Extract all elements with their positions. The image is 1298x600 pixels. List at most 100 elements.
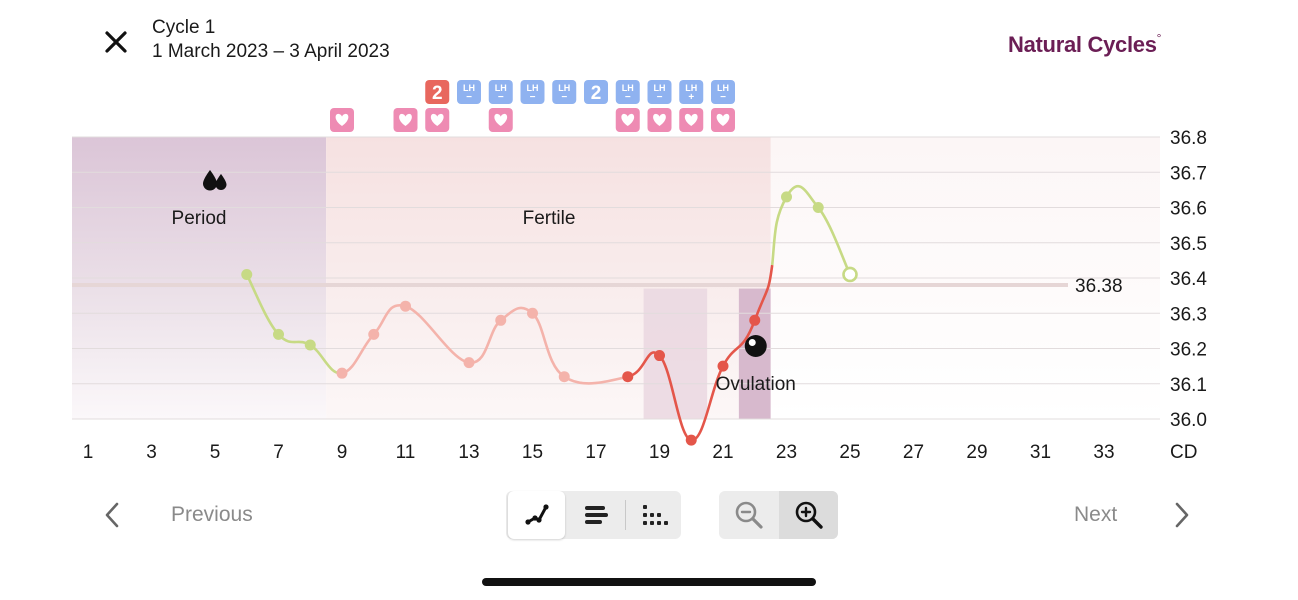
- dot-view-button[interactable]: [626, 491, 681, 539]
- x-tick-label: 33: [1093, 442, 1114, 463]
- chevron-right-icon: [1175, 502, 1189, 528]
- intercourse-heart-badge: [615, 108, 640, 132]
- temperature-point: [654, 350, 665, 362]
- lh-text: LH: [495, 83, 507, 93]
- x-tick-label: 11: [396, 442, 416, 463]
- lh-text: LH: [685, 83, 697, 93]
- egg-highlight: [748, 339, 756, 346]
- lh-sign: −: [657, 92, 663, 103]
- temperature-point: [685, 434, 697, 446]
- heart-icon: [494, 113, 508, 126]
- temperature-point: [842, 266, 858, 283]
- zoom-out-button[interactable]: [719, 491, 778, 539]
- temperature-point: [749, 314, 761, 326]
- lh-badge-bg: [552, 80, 577, 104]
- chevron-left-icon: [105, 502, 119, 528]
- temperature-point: [812, 202, 824, 213]
- cover-line-value: 36.38: [1075, 276, 1123, 297]
- heart-icon: [399, 113, 412, 126]
- bar-list-icon: [585, 506, 608, 524]
- heart-icon: [335, 113, 349, 126]
- y-tick-label: 36.1: [1170, 375, 1207, 396]
- close-x-icon: [105, 31, 127, 53]
- x-tick-label: 9: [337, 442, 348, 463]
- previous-button[interactable]: [100, 500, 124, 530]
- home-indicator[interactable]: [482, 578, 816, 586]
- temperature-line-segment: [753, 264, 774, 321]
- lh-badge-bg: [679, 80, 704, 104]
- lh-test-badge: LH+: [679, 80, 704, 104]
- intercourse-heart-badge: [393, 108, 418, 132]
- dot-grid-icon: [642, 505, 668, 525]
- heart-icon: [653, 113, 666, 126]
- temperature-point: [336, 367, 348, 379]
- lh-badge-bg: [488, 80, 513, 104]
- intercourse-heart-badge: [330, 108, 354, 132]
- x-tick-label: 1: [83, 442, 94, 463]
- count-text: 2: [591, 83, 602, 104]
- ovulation-label: Ovulation: [716, 374, 796, 395]
- y-tick-label: 36.0: [1170, 410, 1207, 431]
- temperature-point: [717, 360, 729, 372]
- x-tick-label: 23: [776, 442, 797, 463]
- lh-badge-bg: [520, 80, 545, 104]
- brand-name: Natural Cycles: [1008, 32, 1157, 57]
- x-tick-label: 29: [966, 442, 987, 463]
- intercourse-heart-badge: [425, 108, 450, 132]
- count-badge-bg: [425, 80, 450, 104]
- lh-sign: −: [466, 92, 472, 103]
- lh-test-badge: LH−: [457, 80, 481, 104]
- temperature-point: [622, 371, 634, 383]
- ovulation-egg-icon: [744, 335, 767, 357]
- lh-test-badge: LH−: [488, 80, 513, 104]
- zoom-in-button[interactable]: [779, 491, 838, 539]
- lh-test-badge: LH−: [552, 80, 577, 104]
- temperature-line-segment: [721, 319, 756, 367]
- y-tick-label: 36.4: [1170, 269, 1207, 290]
- next-button[interactable]: [1170, 500, 1194, 530]
- intercourse-heart-badge: [647, 108, 672, 132]
- x-tick-label: 3: [146, 442, 157, 463]
- period-label: Period: [172, 208, 227, 229]
- y-tick-label: 36.8: [1170, 128, 1207, 149]
- close-button[interactable]: [100, 26, 132, 58]
- lh-test-badge: LH−: [520, 80, 545, 104]
- temperature-point: [558, 371, 570, 383]
- x-tick-label: 5: [210, 442, 221, 463]
- blood-drop: [215, 174, 227, 190]
- previous-label[interactable]: Previous: [171, 503, 253, 526]
- line-view-button[interactable]: [508, 491, 565, 539]
- count-text: 2: [432, 83, 443, 104]
- lh-text: LH: [463, 83, 475, 93]
- count-badge: 2: [425, 80, 450, 104]
- lh-text: LH: [717, 83, 729, 93]
- lh-badge-bg: [615, 80, 640, 104]
- lh-text: LH: [622, 83, 634, 93]
- temperature-point: [273, 328, 284, 340]
- lh-badge-bg: [457, 80, 481, 104]
- temperature-line-segment: [404, 304, 470, 364]
- heart-icon: [430, 113, 444, 126]
- x-tick-label: 19: [649, 442, 670, 463]
- bar-view-button[interactable]: [568, 491, 624, 539]
- lh-badge-bg: [711, 80, 735, 104]
- lh-text: LH: [654, 83, 666, 93]
- temperature-point: [781, 191, 792, 203]
- lh-text: LH: [558, 83, 570, 93]
- intercourse-heart-badge: [488, 108, 513, 132]
- temperature-line-segment: [770, 196, 788, 266]
- x-tick-label: 13: [458, 442, 479, 463]
- intercourse-heart-badge: [679, 108, 704, 132]
- y-tick-label: 36.7: [1170, 163, 1207, 184]
- x-tick-label: 31: [1030, 442, 1051, 463]
- temperature-point: [368, 328, 380, 340]
- x-tick-label: 17: [585, 442, 606, 463]
- lh-badge-bg: [647, 80, 672, 104]
- lh-test-badge: LH−: [647, 80, 672, 104]
- x-tick-label: 21: [712, 442, 733, 463]
- x-tick-label: 15: [522, 442, 543, 463]
- heart-icon: [716, 113, 730, 126]
- temperature-point: [304, 339, 316, 351]
- y-tick-label: 36.2: [1170, 340, 1207, 361]
- next-label[interactable]: Next: [1074, 503, 1118, 526]
